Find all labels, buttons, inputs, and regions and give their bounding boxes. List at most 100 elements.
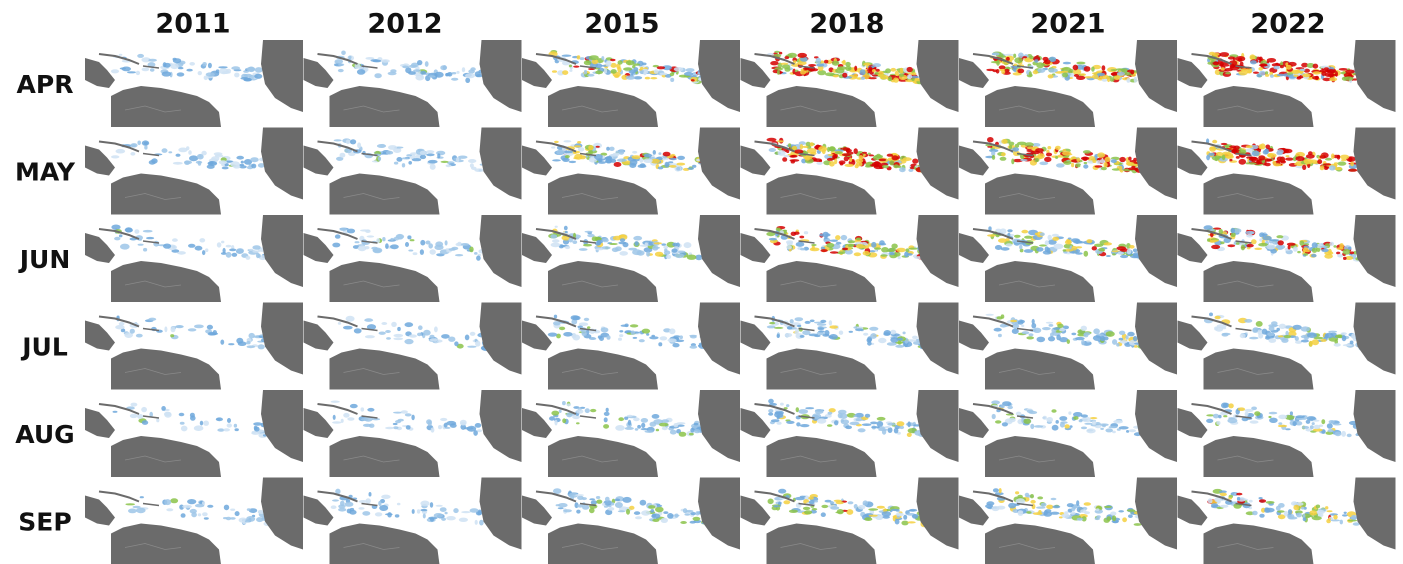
sargassum-patch [1020, 159, 1028, 162]
sargassum-patch [808, 333, 819, 337]
sargassum-patch [1288, 516, 1298, 520]
sargassum-patch [1309, 425, 1314, 430]
sargassum-patch [576, 422, 580, 425]
sargassum-patch [802, 330, 811, 336]
sargassum-patch [908, 247, 919, 250]
sargassum-patch [786, 420, 795, 424]
sargassum-patch [907, 421, 911, 428]
sargassum-patch [996, 316, 1003, 320]
sargassum-patch [357, 66, 364, 69]
sargassum-patch [1112, 339, 1118, 345]
sargassum-patch [797, 324, 802, 328]
sargassum-patch [148, 58, 157, 62]
sargassum-patch [769, 321, 776, 325]
sargassum-patch [1330, 153, 1335, 159]
sargassum-patch [571, 332, 577, 339]
sargassum-patch [1117, 251, 1124, 255]
sargassum-patch [579, 155, 586, 160]
sargassum-patch [1328, 330, 1338, 333]
sargassum-patch [1036, 247, 1044, 252]
sargassum-patch [411, 509, 415, 514]
sargassum-patch [820, 319, 827, 323]
sargassum-patch [1214, 315, 1221, 320]
sargassum-patch [789, 155, 796, 158]
sargassum-patch [801, 158, 807, 164]
sargassum-patch [796, 422, 801, 427]
sargassum-patch [161, 148, 168, 153]
sargassum-patch [799, 235, 805, 239]
sargassum-patch [1008, 417, 1016, 423]
sargassum-patch [177, 251, 186, 255]
sargassum-patch [226, 423, 232, 428]
sargassum-patch [826, 157, 834, 161]
sargassum-patch [1211, 52, 1220, 56]
sargassum-patch [257, 163, 265, 168]
sargassum-patch [179, 421, 185, 425]
sargassum-patch [848, 330, 853, 333]
sargassum-patch [861, 423, 872, 426]
sargassum-patch [576, 504, 584, 508]
sargassum-patch [558, 503, 568, 508]
sargassum-patch [847, 240, 856, 244]
sargassum-patch [460, 422, 467, 426]
sargassum-patch [137, 414, 144, 419]
sargassum-patch [248, 508, 258, 513]
sargassum-patch [1064, 424, 1070, 429]
sargassum-patch [637, 424, 641, 429]
sargassum-patch [1350, 161, 1354, 167]
sargassum-patch [1258, 155, 1266, 161]
map-panel [521, 389, 741, 478]
sargassum-patch [797, 52, 807, 58]
sargassum-patch [808, 500, 815, 505]
sargassum-patch [170, 334, 175, 338]
sargassum-patch [1285, 415, 1295, 420]
sargassum-patch [794, 149, 804, 154]
sargassum-patch [686, 254, 697, 260]
sargassum-patch [897, 340, 902, 345]
sargassum-patch [602, 238, 609, 243]
sargassum-patch [1259, 70, 1266, 76]
sargassum-patch [683, 242, 692, 249]
sargassum-patch [650, 77, 658, 80]
sargassum-patch [890, 67, 897, 72]
sargassum-patch [1259, 232, 1265, 238]
sargassum-patch [646, 251, 651, 257]
sargassum-patch [828, 334, 838, 340]
sargassum-patch [1109, 77, 1115, 82]
sargassum-patch [837, 66, 847, 70]
sargassum-patch [1248, 499, 1253, 503]
sargassum-patch [1244, 319, 1253, 323]
sargassum-patch [243, 73, 253, 78]
sargassum-patch [1270, 74, 1274, 78]
sargassum-patch [1110, 511, 1117, 516]
sargassum-patch [1312, 63, 1319, 69]
sargassum-patch [125, 503, 136, 506]
sargassum-patch [644, 242, 648, 247]
sargassum-patch [1023, 249, 1034, 253]
sargassum-patch [814, 499, 818, 503]
sargassum-patch [895, 344, 905, 348]
sargassum-patch [853, 504, 858, 509]
sargassum-patch [1295, 151, 1305, 158]
sargassum-patch [1259, 513, 1265, 518]
sargassum-patch [1080, 509, 1087, 513]
sargassum-patch [1301, 62, 1309, 68]
sargassum-patch [368, 492, 372, 497]
sargassum-patch [120, 243, 130, 250]
sargassum-patch [246, 66, 256, 72]
sargassum-patch [474, 252, 478, 255]
sargassum-patch [405, 242, 409, 247]
sargassum-patch [230, 508, 236, 511]
sargassum-patch [138, 238, 142, 241]
sargassum-patch [581, 497, 587, 501]
sargassum-patch [904, 251, 909, 258]
sargassum-patch [357, 245, 367, 252]
sargassum-patch [457, 155, 468, 159]
map-panel [958, 301, 1178, 391]
sargassum-patch [377, 156, 382, 161]
sargassum-patch [566, 403, 571, 407]
sargassum-patch [595, 496, 601, 499]
sargassum-patch [1311, 422, 1315, 426]
sargassum-patch [1342, 248, 1351, 255]
sargassum-patch [124, 227, 133, 233]
